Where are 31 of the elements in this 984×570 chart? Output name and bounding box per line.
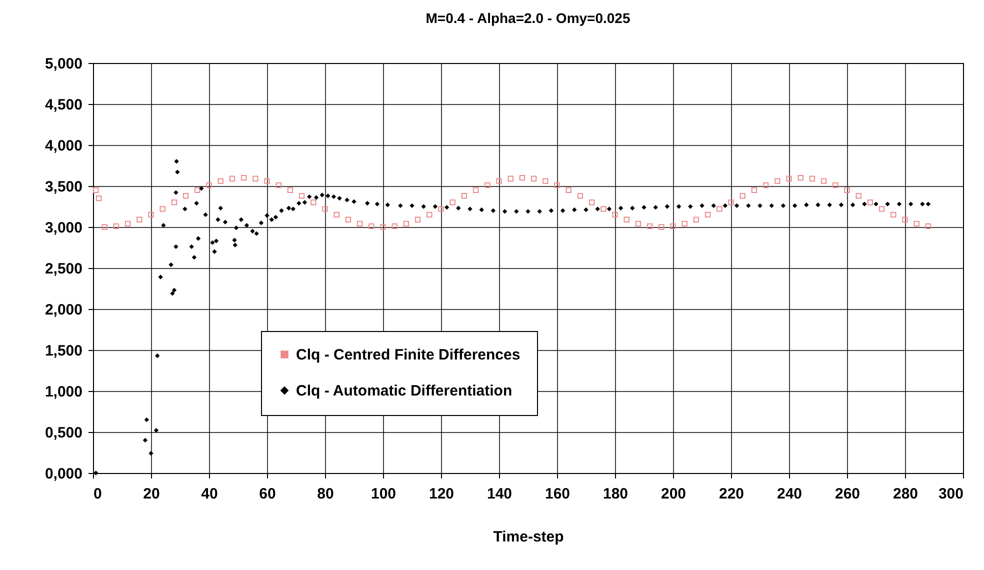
x-tick-label: 240 [776, 486, 802, 502]
x-tick-label: 60 [259, 486, 276, 502]
legend-label: Clq - Centred Finite Differences [296, 346, 520, 364]
x-tick-label: 100 [370, 486, 396, 502]
x-tick-label: 40 [201, 486, 218, 502]
y-tick-label: 3,000 [44, 220, 82, 236]
chart-title: M=0.4 - Alpha=2.0 - Omy=0.025 [426, 10, 630, 26]
y-tick-label: 1,500 [44, 342, 82, 360]
x-tick-label: 260 [834, 486, 860, 502]
y-tick-label: 4,500 [44, 96, 82, 114]
y-tick-label: 0,000 [44, 466, 82, 482]
y-tick-label: 2,000 [44, 302, 82, 318]
y-tick-label: 4,000 [44, 138, 82, 154]
x-tick-label: 120 [428, 486, 454, 502]
x-tick-label: 200 [660, 486, 686, 502]
legend-label: Clq - Automatic Differentiation [296, 382, 512, 400]
x-tick-label: 80 [317, 486, 334, 502]
x-axis-title: Time-step [493, 528, 564, 546]
x-tick-label: 280 [892, 486, 918, 502]
y-tick-label: 3,500 [44, 178, 82, 196]
y-tick-label: 2,500 [44, 260, 82, 278]
x-tick-label: 20 [143, 486, 160, 502]
x-tick-label: 160 [544, 486, 570, 502]
x-tick-label: 0 [94, 486, 102, 502]
y-tick-label: 5,000 [44, 56, 82, 72]
x-tick-label: 140 [486, 486, 512, 502]
y-tick-label: 0,500 [44, 424, 82, 442]
x-tick-label: 220 [718, 486, 744, 502]
x-tick-label: 180 [602, 486, 628, 502]
x-tick-label: 300 [938, 486, 964, 502]
y-tick-label: 1,000 [44, 384, 82, 400]
